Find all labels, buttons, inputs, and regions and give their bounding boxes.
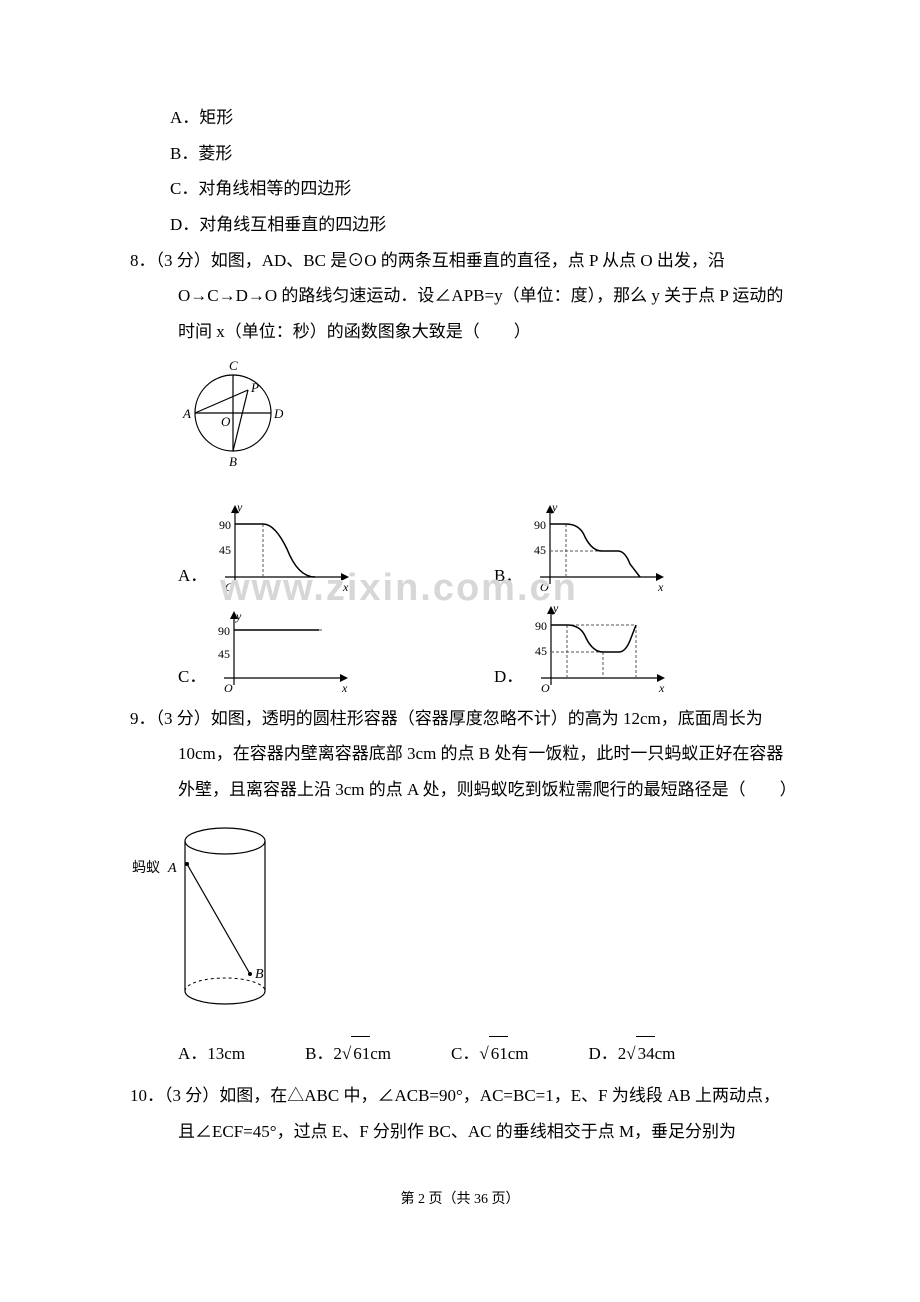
- q10-text: 10．（3 分）如图，在△ABC 中，∠ACB=90°，AC=BC=1，E、F …: [130, 1078, 790, 1149]
- q8-options-row2: C． 90 45 O y x D．: [130, 600, 790, 695]
- q8-text: 8．（3 分）如图，AD、BC 是⊙O 的两条互相垂直的直径，点 P 从点 O …: [130, 243, 790, 350]
- q9-options: A．13cm B．2√61cm C．√61cm D．2√34cm: [130, 1036, 790, 1072]
- label-d: D: [273, 406, 284, 421]
- svg-text:x: x: [342, 580, 349, 594]
- svg-text:90: 90: [219, 518, 231, 532]
- label-p: P: [250, 380, 259, 395]
- q8-chart-c: 90 45 O y x: [214, 610, 354, 695]
- svg-text:x: x: [657, 580, 664, 594]
- label-c: C: [229, 358, 238, 373]
- ant-label: 蚂蚁: [132, 860, 160, 876]
- svg-text:x: x: [341, 681, 348, 695]
- label-o: O: [221, 414, 231, 429]
- q7-option-a: A．矩形: [130, 100, 790, 136]
- q8-chart-b: 90 45 O y x: [530, 499, 670, 594]
- svg-text:O: O: [225, 580, 234, 594]
- svg-text:45: 45: [219, 543, 231, 557]
- q7-option-c: C．对角线相等的四边形: [130, 171, 790, 207]
- svg-text:90: 90: [218, 624, 230, 638]
- label-a: A: [167, 861, 177, 876]
- svg-text:O: O: [541, 681, 550, 695]
- svg-text:y: y: [235, 610, 242, 623]
- q8-option-b: B． 90 45 O y x: [494, 499, 790, 594]
- q7-option-b: B．菱形: [130, 136, 790, 172]
- svg-text:45: 45: [218, 647, 230, 661]
- q8-chart-a: 90 45 O y x: [215, 499, 355, 594]
- svg-text:y: y: [551, 500, 558, 514]
- q8-chart-d: 90 45 O y x: [531, 600, 671, 695]
- svg-text:O: O: [224, 681, 233, 695]
- q9-option-b: B．2√61cm: [305, 1036, 391, 1072]
- svg-text:90: 90: [535, 619, 547, 633]
- q8-option-a: A． 90 45 O y x: [178, 499, 474, 594]
- q8-opt-b-label: B．: [494, 558, 522, 594]
- q8-main-diagram: A D C B O P: [130, 358, 790, 491]
- q8-opt-a-label: A．: [178, 558, 207, 594]
- q9-diagram: 蚂蚁 A B: [130, 816, 790, 1029]
- q9-text: 9．（3 分）如图，透明的圆柱形容器（容器厚度忽略不计）的高为 12cm，底面周…: [130, 701, 790, 808]
- svg-text:y: y: [236, 500, 243, 514]
- label-b: B: [229, 454, 237, 469]
- q9-option-a: A．13cm: [178, 1036, 245, 1072]
- svg-text:O: O: [540, 580, 549, 594]
- svg-text:90: 90: [534, 518, 546, 532]
- q9-option-c: C．√61cm: [451, 1036, 528, 1072]
- q7-option-d: D．对角线互相垂直的四边形: [130, 207, 790, 243]
- svg-text:45: 45: [534, 543, 546, 557]
- q8-opt-d-label: D．: [494, 659, 523, 695]
- q8-option-c: C． 90 45 O y x: [178, 610, 474, 695]
- q8-opt-c-label: C．: [178, 659, 206, 695]
- svg-text:x: x: [658, 681, 665, 695]
- q9-option-d: D．2√34cm: [589, 1036, 676, 1072]
- q8-option-d: D． 90 45 O y x: [494, 600, 790, 695]
- q8-options-row1: www.zixin.com.cn A． 90 45 O y x B．: [130, 499, 790, 594]
- label-b: B: [255, 967, 264, 982]
- svg-text:45: 45: [535, 644, 547, 658]
- label-a: A: [182, 406, 191, 421]
- page-footer: 第 2 页（共 36 页）: [130, 1185, 790, 1214]
- svg-text:y: y: [552, 601, 559, 615]
